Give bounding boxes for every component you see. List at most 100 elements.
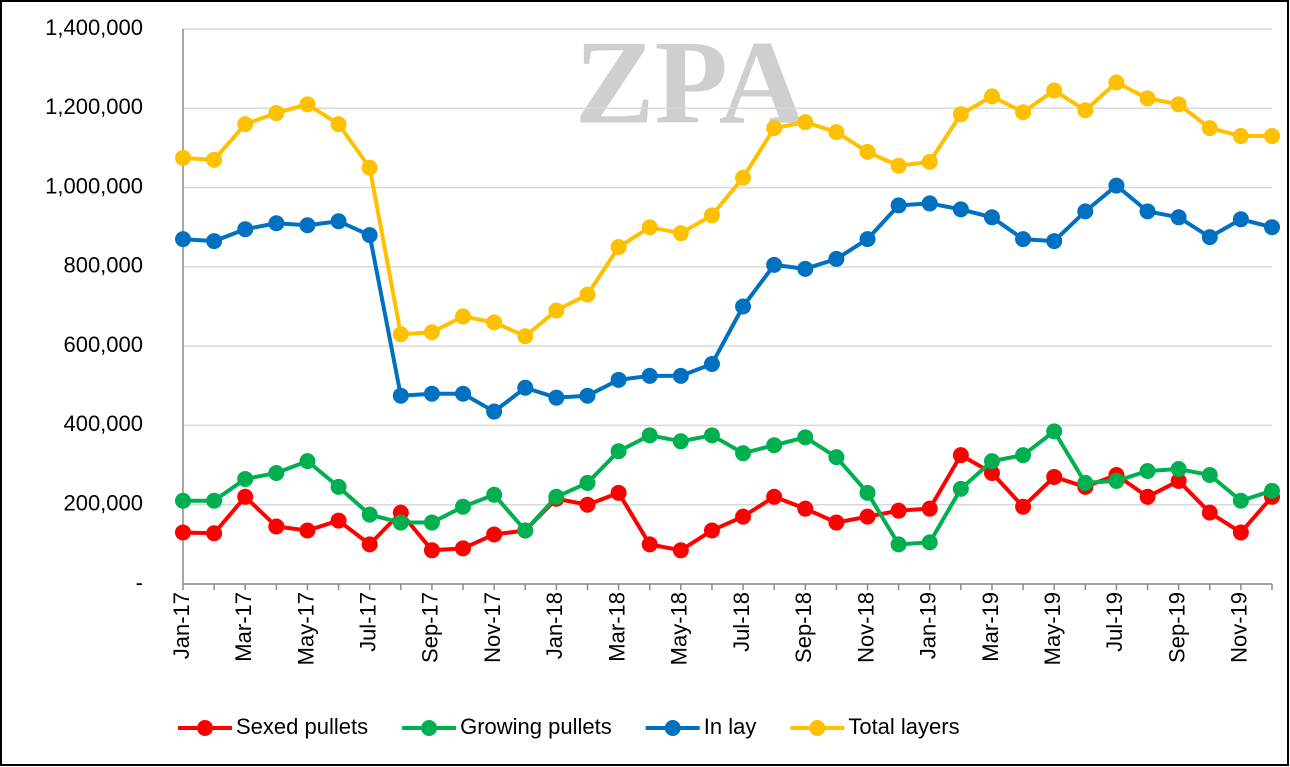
marker — [859, 231, 876, 248]
marker — [206, 151, 223, 168]
marker — [859, 508, 876, 525]
marker — [641, 536, 658, 553]
marker — [1170, 209, 1187, 226]
marker — [579, 286, 596, 303]
marker — [1046, 82, 1063, 99]
marker — [1077, 474, 1094, 491]
legend-marker — [421, 720, 438, 736]
marker — [703, 355, 720, 372]
marker — [330, 478, 347, 495]
y-tick-label: 800,000 — [63, 253, 143, 278]
marker — [268, 518, 285, 535]
marker — [175, 492, 191, 509]
marker — [1108, 472, 1125, 489]
marker — [1232, 211, 1249, 228]
marker — [735, 508, 752, 525]
marker — [672, 225, 689, 242]
marker — [175, 231, 191, 248]
marker — [952, 106, 969, 123]
marker — [641, 219, 658, 236]
marker — [1077, 203, 1094, 220]
x-tick-label: May-19 — [1040, 592, 1065, 665]
y-tick-label: 200,000 — [63, 491, 143, 516]
marker — [548, 302, 565, 319]
marker — [455, 498, 472, 515]
marker — [890, 502, 907, 519]
marker — [1139, 203, 1156, 220]
marker — [859, 143, 876, 160]
marker — [1170, 472, 1187, 489]
x-tick-label: Jan-18 — [542, 592, 567, 659]
marker — [268, 105, 285, 122]
marker — [486, 486, 503, 503]
marker — [1232, 524, 1249, 541]
x-tick-label: Jul-17 — [355, 592, 380, 652]
marker — [237, 470, 254, 487]
marker — [206, 233, 223, 250]
x-tick-label: May-17 — [293, 592, 318, 665]
marker — [361, 159, 378, 176]
marker — [735, 445, 752, 462]
marker — [1015, 447, 1032, 464]
x-tick-label: Sep-19 — [1164, 592, 1189, 663]
marker — [672, 542, 689, 559]
x-tick-label: Nov-17 — [480, 592, 505, 663]
marker — [1046, 468, 1063, 485]
marker — [703, 522, 720, 539]
marker — [299, 522, 316, 539]
marker — [517, 522, 534, 539]
marker — [392, 514, 409, 531]
y-tick-label: 600,000 — [63, 332, 143, 357]
marker — [237, 221, 254, 238]
marker — [486, 526, 503, 543]
y-tick-label: 1,000,000 — [45, 173, 143, 198]
x-tick-label: Mar-19 — [978, 592, 1003, 662]
marker — [330, 512, 347, 529]
marker — [268, 215, 285, 232]
marker — [455, 385, 472, 402]
y-tick-label: 1,400,000 — [45, 15, 143, 40]
marker — [237, 116, 254, 133]
marker — [1201, 120, 1218, 137]
marker — [828, 449, 845, 466]
marker — [610, 371, 627, 388]
marker — [1232, 128, 1249, 145]
marker — [392, 326, 409, 343]
legend-label: In lay — [704, 714, 757, 739]
marker — [921, 534, 938, 551]
marker — [797, 500, 814, 517]
marker — [299, 96, 316, 113]
marker — [797, 260, 814, 277]
x-tick-label: Mar-18 — [604, 592, 629, 662]
marker — [1108, 74, 1125, 91]
marker — [952, 480, 969, 497]
x-tick-label: Sep-17 — [418, 592, 443, 663]
marker — [1139, 463, 1156, 480]
marker — [983, 453, 1000, 470]
marker — [206, 492, 223, 509]
marker — [1232, 492, 1249, 509]
marker — [890, 197, 907, 214]
x-tick-label: Mar-17 — [231, 592, 256, 662]
marker — [1264, 128, 1280, 145]
x-tick-label: Jan-17 — [169, 592, 194, 659]
marker — [983, 465, 1000, 481]
marker — [392, 387, 409, 404]
marker — [1139, 488, 1156, 505]
marker — [859, 484, 876, 501]
marker — [610, 239, 627, 256]
marker — [828, 250, 845, 267]
marker — [610, 484, 627, 501]
x-tick-label: May-18 — [667, 592, 692, 665]
marker — [1170, 96, 1187, 113]
marker — [766, 120, 783, 137]
marker — [1264, 482, 1280, 499]
marker — [1201, 504, 1218, 521]
marker — [299, 217, 316, 234]
marker — [423, 514, 440, 531]
marker — [548, 389, 565, 406]
marker — [766, 488, 783, 505]
marker — [983, 209, 1000, 226]
marker — [890, 536, 907, 553]
